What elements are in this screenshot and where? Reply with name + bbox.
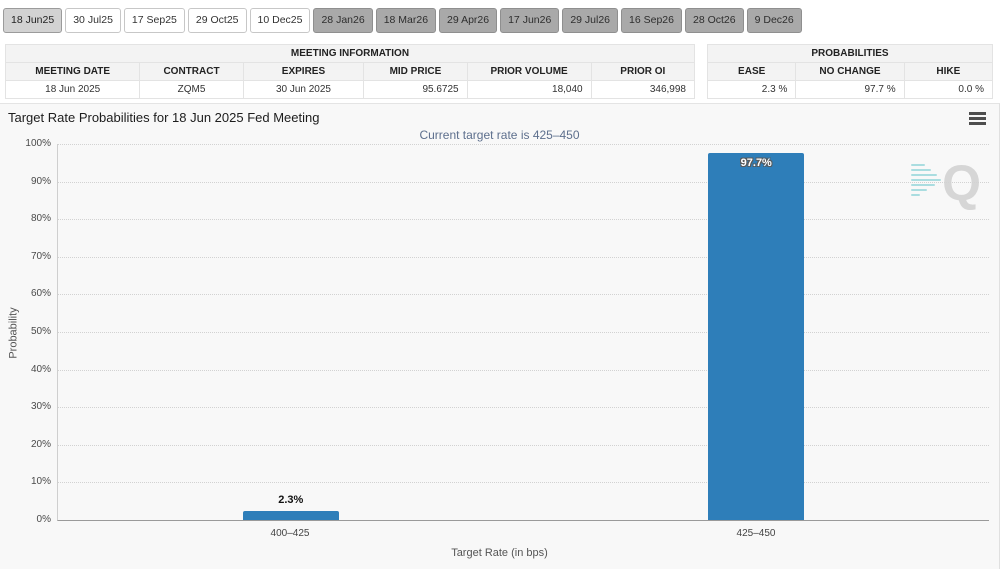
bar-value-label: 97.7%: [740, 156, 772, 169]
y-axis-tick-label: 10%: [30, 476, 51, 488]
x-axis-category-label: 425–450: [736, 528, 776, 539]
y-axis-tick-label: 20%: [30, 438, 51, 450]
gridline: [58, 144, 989, 145]
column-header: PRIOR OI: [590, 62, 696, 81]
gridline: [58, 482, 989, 484]
y-axis-tick-label: 70%: [30, 250, 51, 262]
table-cell: 18,040: [466, 80, 592, 99]
meeting-information-table: MEETING INFORMATION MEETING DATE CONTRACT E…: [4, 44, 696, 99]
table-cell: 97.7 %: [795, 80, 905, 99]
table-cell: 346,998: [590, 80, 696, 99]
y-axis-tick-label: 100%: [25, 138, 51, 149]
meeting-tab-28-oct26[interactable]: 28 Oct26: [684, 8, 744, 33]
gridline: [58, 294, 989, 296]
column-header: NO CHANGE: [795, 62, 905, 81]
table-cell: 18 Jun 2025: [4, 80, 141, 99]
y-axis-tick-label: 80%: [30, 213, 51, 225]
table-header-row: EASE NO CHANGE HIKE: [706, 62, 994, 81]
x-axis-title: Target Rate (in bps): [451, 547, 548, 559]
watermark-q-icon: Q: [942, 155, 981, 211]
y-axis-tick-label: 60%: [30, 288, 51, 300]
probabilities-table: PROBABILITIES EASE NO CHANGE HIKE 2.3 % 97.7 …: [706, 44, 994, 99]
column-header: PRIOR VOLUME: [466, 62, 592, 81]
meeting-tab-18-mar26[interactable]: 18 Mar26: [375, 8, 437, 33]
table-cell: 0.0 %: [903, 80, 994, 99]
meeting-tab-10-dec25[interactable]: 10 Dec25: [249, 8, 311, 33]
gridline: [58, 444, 989, 446]
gridline: [58, 369, 989, 371]
probability-bar: 2.3%: [242, 494, 339, 520]
table-header-row: MEETING DATE CONTRACT EXPIRES MID PRICE PRIO…: [4, 62, 696, 81]
column-header: EXPIRES: [242, 62, 365, 81]
column-header: CONTRACT: [139, 62, 244, 81]
meeting-tab-17-sep25[interactable]: 17 Sep25: [123, 8, 185, 33]
meeting-tab-9-dec26[interactable]: 9 Dec26: [746, 8, 802, 33]
gridline: [58, 219, 989, 221]
meeting-tab-29-oct25[interactable]: 29 Oct25: [187, 8, 247, 33]
y-axis-tick-label: 50%: [30, 326, 51, 337]
table-cell: 95.6725: [363, 80, 468, 99]
meeting-tab-strip: 18 Jun25 30 Jul25 17 Sep25 29 Oct25 10 Dec25…: [0, 0, 1000, 36]
bar-value-label: 2.3%: [278, 494, 304, 507]
table-title-row: PROBABILITIES: [707, 44, 993, 63]
meeting-tab-29-apr26[interactable]: 29 Apr26: [439, 8, 498, 33]
probability-chart: Target Rate Probabilities for 18 Jun 202…: [0, 103, 1000, 569]
table-cell: ZQM5: [139, 80, 244, 99]
y-axis-tick-label: 0%: [36, 514, 51, 525]
y-axis-tick-label: 40%: [30, 363, 51, 375]
y-axis-title: Probability: [8, 306, 21, 359]
meeting-tab-28-jan26[interactable]: 28 Jan26: [313, 8, 373, 33]
gridline: [58, 181, 989, 183]
meeting-tab-30-jul25[interactable]: 30 Jul25: [65, 8, 121, 33]
meeting-tab-18-jun25[interactable]: 18 Jun25: [3, 8, 63, 33]
gridline: [58, 407, 989, 409]
chart-menu-icon[interactable]: [968, 111, 988, 127]
column-header: MEETING DATE: [4, 62, 141, 81]
table-title: PROBABILITIES: [707, 44, 993, 63]
gridline: [58, 256, 989, 258]
table-title-row: MEETING INFORMATION: [5, 44, 695, 63]
column-header: MID PRICE: [363, 62, 468, 81]
meeting-tab-17-jun26[interactable]: 17 Jun26: [500, 8, 560, 33]
y-axis-tick-label: 90%: [30, 175, 51, 187]
x-axis-labels: 400–425 425–450: [57, 528, 989, 542]
table-cell: 30 Jun 2025: [242, 80, 365, 99]
table-title: MEETING INFORMATION: [5, 44, 695, 63]
meeting-tab-29-jul26[interactable]: 29 Jul26: [562, 8, 619, 33]
gridline: [58, 332, 989, 333]
meeting-tab-16-sep26[interactable]: 16 Sep26: [621, 8, 682, 33]
quikstrike-watermark: Q: [911, 154, 983, 216]
plot-area: Q 0% 10% 20% 30% 40% 50% 60% 70% 80% 90% 100% 2.3% 9…: [25, 139, 989, 525]
table-row: 18 Jun 2025 ZQM5 30 Jun 2025 95.6725 18,040 3…: [4, 80, 696, 99]
probability-bar: 97.7%: [708, 152, 805, 520]
chart-subtitle: Current target rate is 425–450: [419, 128, 580, 142]
table-row: 2.3 % 97.7 % 0.0 %: [706, 80, 994, 99]
watermark-dashes-icon: [911, 164, 941, 199]
y-axis-tick-label: 30%: [30, 401, 51, 413]
table-cell: 2.3 %: [706, 80, 797, 99]
column-header: HIKE: [903, 62, 994, 81]
column-header: EASE: [706, 62, 797, 81]
chart-title: Target Rate Probabilities for 18 Jun 202…: [8, 110, 320, 125]
x-axis-category-label: 400–425: [270, 528, 310, 539]
info-tables-row: MEETING INFORMATION MEETING DATE CONTRACT E…: [4, 44, 994, 99]
